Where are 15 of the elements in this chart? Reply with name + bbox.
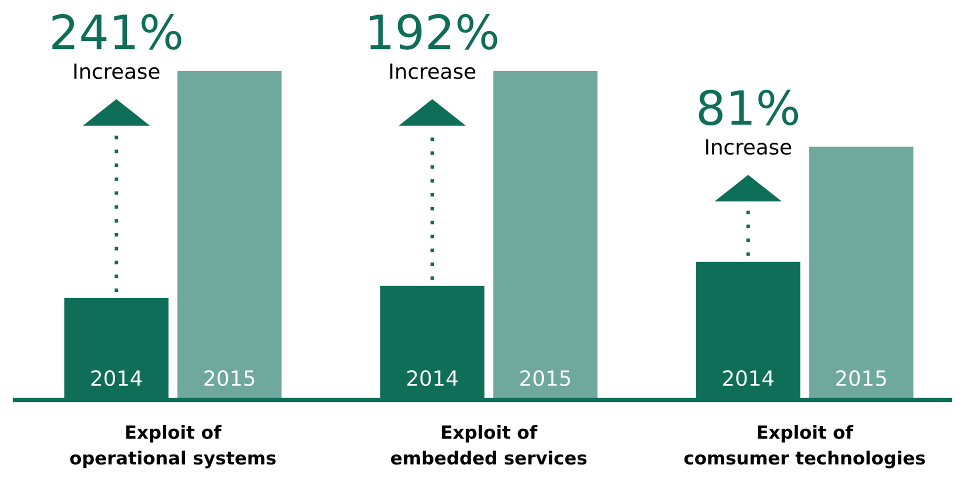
text: 2014 bbox=[407, 370, 458, 386]
x-tick-label: Exploit of embedded services bbox=[391, 425, 587, 465]
x-tick-label: Exploit of comsumer technologies bbox=[684, 425, 925, 468]
bar bbox=[809, 146, 914, 400]
series-label: 2015 bbox=[204, 370, 254, 386]
series-label: 2014 bbox=[91, 370, 142, 386]
text: 2014 bbox=[723, 370, 774, 386]
x-tick-label: Exploit of operational systems bbox=[70, 425, 276, 468]
annotation: 192% Increase bbox=[370, 14, 498, 80]
bar bbox=[493, 71, 598, 400]
text: 2015 bbox=[836, 370, 886, 386]
bar bbox=[177, 71, 282, 400]
annotation: 241% Increase bbox=[52, 14, 182, 80]
annotation: 81% Increase bbox=[698, 90, 798, 155]
text: 2015 bbox=[520, 370, 570, 386]
